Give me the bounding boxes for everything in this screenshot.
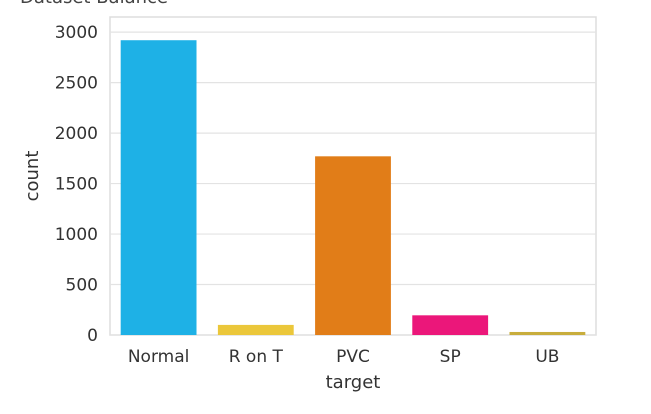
y-tick-label: 1500 [55,175,98,195]
y-tick-labels: 0 500 1000 1500 2000 2500 3000 [55,23,98,346]
bars [120,40,586,335]
chart-title: Dataset Balance [20,0,168,8]
x-tick-label: PVC [336,347,370,367]
x-axis-title: target [326,372,381,393]
y-tick-label: 500 [66,276,98,296]
x-tick-label: R on T [229,347,284,367]
y-tick-label: 3000 [55,23,98,43]
y-tick-label: 2000 [55,124,98,144]
bar-pvc [315,156,391,335]
bar-ub [509,331,586,335]
bar-r-on-t [217,324,294,335]
y-tick-label: 2500 [55,74,98,94]
x-tick-label: UB [535,347,559,367]
y-tick-label: 0 [87,326,98,346]
bar-sp [412,315,489,335]
x-tick-label: Normal [128,347,190,367]
x-tick-label: SP [440,347,461,367]
y-tick-label: 1000 [55,225,98,245]
bar-normal [120,40,197,335]
y-axis-title: count [22,151,43,202]
x-tick-labels: Normal R on T PVC SP UB [128,347,560,367]
